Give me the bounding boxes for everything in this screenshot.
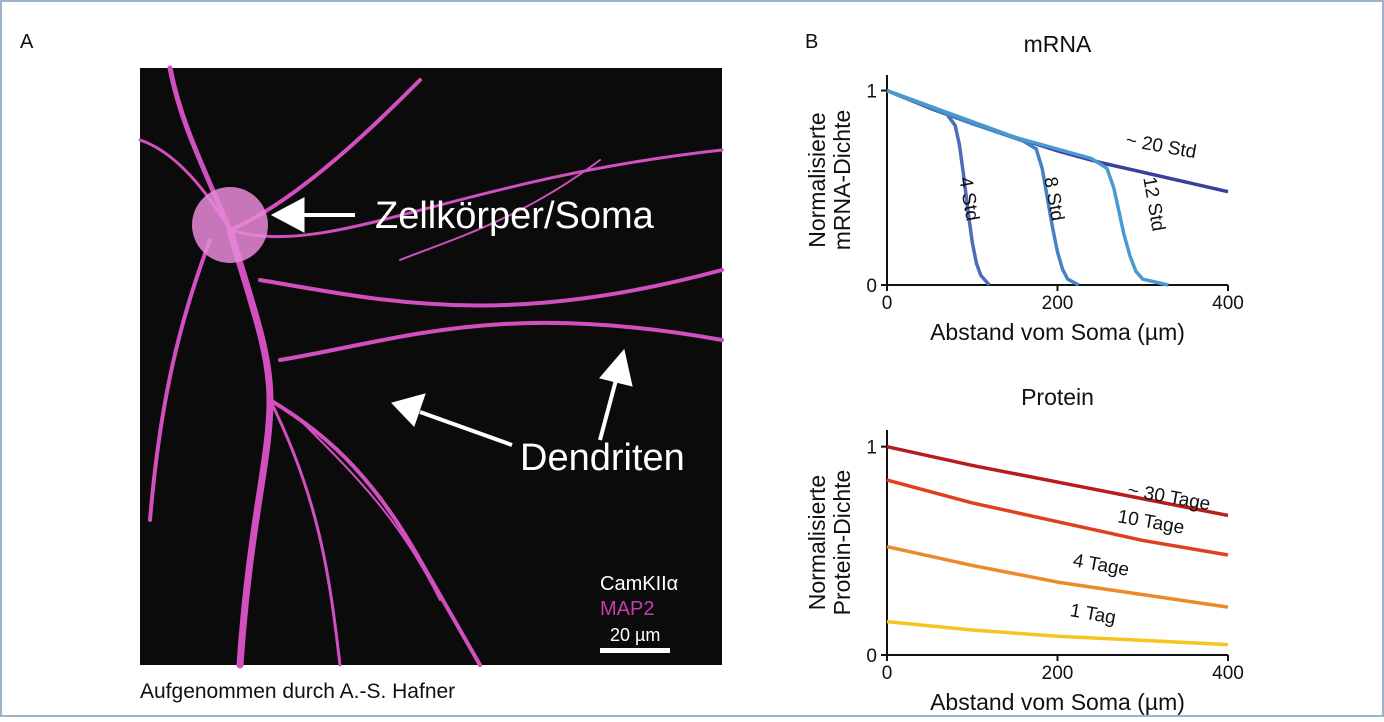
x-tick-label: 400 <box>1212 663 1244 684</box>
panel-label: B <box>805 31 818 53</box>
scale-bar <box>600 648 670 653</box>
chart-title: mRNA <box>1024 31 1092 57</box>
dendrite-label: Dendriten <box>520 437 685 479</box>
x-tick-label: 200 <box>1042 663 1074 684</box>
figure: A B Zellkörper/Soma Dendriten CamKIIα MA… <box>0 0 1384 717</box>
x-axis-label: Abstand vom Soma (µm) <box>930 319 1185 345</box>
stain-label: CamKIIα <box>600 573 678 595</box>
x-tick-label: 0 <box>882 293 893 314</box>
chart-title: Protein <box>1021 384 1094 410</box>
y-tick-label: 1 <box>866 438 877 459</box>
y-axis-label: Normalisierte <box>804 112 830 247</box>
x-tick-label: 200 <box>1042 293 1074 314</box>
scale-bar-label: 20 µm <box>610 625 660 645</box>
soma <box>192 187 268 263</box>
y-tick-label: 0 <box>866 276 877 297</box>
panel-label: A <box>20 31 34 53</box>
stain-label: MAP2 <box>600 598 654 620</box>
y-tick-label: 0 <box>866 646 877 667</box>
x-tick-label: 0 <box>882 663 893 684</box>
x-tick-label: 400 <box>1212 293 1244 314</box>
y-axis-label: Normalisierte <box>804 475 830 610</box>
caption: Aufgenommen durch A.-S. Hafner <box>140 680 455 703</box>
y-tick-label: 1 <box>866 82 877 103</box>
x-axis-label: Abstand vom Soma (µm) <box>930 689 1185 715</box>
y-axis-label: mRNA-Dichte <box>829 110 855 251</box>
soma-label: Zellkörper/Soma <box>375 195 655 237</box>
y-axis-label: Protein-Dichte <box>829 470 855 616</box>
